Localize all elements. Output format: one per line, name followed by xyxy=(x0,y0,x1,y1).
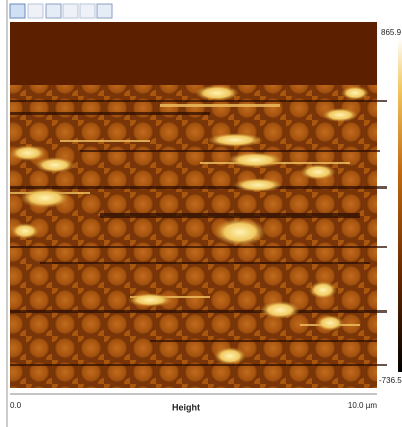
surface-feature xyxy=(10,145,46,161)
viewer-canvas: 865.9 -736.5 0.0 Height 10.0 µm xyxy=(0,0,402,427)
surface-feature xyxy=(316,315,344,331)
tool-button[interactable] xyxy=(97,4,112,18)
surface-feature xyxy=(10,364,387,366)
surface-feature xyxy=(227,152,283,168)
tool-button[interactable] xyxy=(28,4,43,18)
surface-feature xyxy=(341,86,369,100)
surface-feature xyxy=(20,188,70,208)
surface-feature xyxy=(100,213,360,218)
surface-feature xyxy=(207,133,263,147)
surface-feature xyxy=(214,347,246,365)
surface-feature xyxy=(10,186,387,189)
toolbar xyxy=(10,4,112,18)
surface-feature xyxy=(10,246,387,248)
surface-feature xyxy=(260,301,300,319)
surface-feature xyxy=(214,218,266,246)
surface-feature xyxy=(160,104,280,107)
tool-button[interactable] xyxy=(63,4,78,18)
surface-feature xyxy=(11,223,39,239)
tool-button[interactable] xyxy=(80,4,95,18)
axis-start: 0.0 xyxy=(10,401,22,410)
surface-feature xyxy=(322,108,358,122)
surface-feature xyxy=(80,150,380,152)
surface-feature xyxy=(128,293,172,307)
surface-feature xyxy=(10,100,387,102)
surface-feature xyxy=(195,85,239,101)
surface-feature xyxy=(35,157,75,173)
axis-title: Height xyxy=(172,402,200,412)
afm-height-image xyxy=(10,22,387,388)
surface-feature xyxy=(10,310,387,313)
surface-feature xyxy=(150,340,377,342)
colorbar-max: 865.9 xyxy=(381,28,402,37)
tool-button[interactable] xyxy=(46,4,61,18)
surface-feature xyxy=(40,262,370,264)
surface-feature xyxy=(309,281,337,299)
surface-feature xyxy=(10,112,210,115)
axis-end: 10.0 µm xyxy=(348,401,377,410)
tool-button[interactable] xyxy=(10,4,25,18)
surface-feature xyxy=(233,178,283,192)
colorbar xyxy=(398,38,402,372)
surface-feature xyxy=(300,164,336,180)
colorbar-min: -736.5 xyxy=(379,376,402,385)
surface-feature xyxy=(60,140,150,142)
afm-viewer: 865.9 -736.5 0.0 Height 10.0 µm xyxy=(0,0,402,427)
